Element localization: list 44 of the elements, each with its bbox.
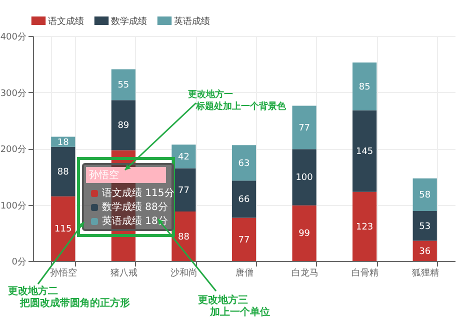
data-label: 66 (238, 195, 250, 206)
x-tick-label: 沙和尚 (170, 268, 198, 278)
data-label: 58 (419, 190, 431, 201)
text: 更改地方二 (8, 284, 58, 298)
data-label: 77 (238, 235, 250, 246)
y-tick-label: 0分 (12, 256, 26, 268)
y-tick-label: 400分 (0, 32, 26, 42)
data-label: 63 (238, 158, 250, 169)
data-label: 99 (298, 229, 310, 240)
y-tick-label: 200分 (0, 144, 26, 155)
x-tick-label: 白龙马 (291, 268, 318, 278)
data-label: 42 (178, 152, 190, 162)
annotation: 语文成绩 115分 (102, 186, 174, 200)
x-tick-label: 唐僧 (236, 268, 254, 278)
y-tick-label: 100分 (0, 200, 26, 212)
data-label: 18 (57, 138, 70, 148)
data-label: 77 (178, 186, 190, 196)
data-label: 77 (298, 123, 310, 134)
legend-label: 英语成绩 (174, 16, 210, 27)
data-label: 88 (57, 168, 70, 178)
data-label: 53 (419, 222, 431, 232)
data-label: 55 (118, 80, 130, 91)
x-tick-label: 狐狸精 (412, 268, 439, 278)
data-label: 100 (296, 173, 314, 184)
text: 把圆改成带圆角的正方形 (20, 296, 130, 310)
x-tick-label: 猪八戒 (110, 268, 138, 278)
x-tick-label: 白骨精 (352, 268, 379, 278)
annotation: 数学成绩 88分 (102, 200, 168, 214)
legend-label: 数学成绩 (111, 16, 147, 27)
data-label: 85 (358, 82, 370, 92)
data-label: 36 (419, 246, 431, 257)
data-label: 145 (356, 147, 374, 158)
data-label: 123 (356, 222, 374, 232)
text: 加上一个单位 (210, 306, 270, 319)
text: 更改地方三 (198, 293, 248, 306)
data-label: 88 (178, 232, 190, 242)
legend-label: 语文成绩 (48, 16, 84, 27)
annotation: 标题处加上一个背景色 (196, 100, 286, 113)
tooltip-header: 孙悟空 (86, 167, 166, 183)
data-label: 115 (54, 224, 72, 235)
annotation: 更改地方一 (188, 88, 233, 101)
y-tick-label: 300分 (0, 88, 26, 99)
x-tick-label: 孙悟空 (50, 268, 78, 278)
data-label: 89 (118, 121, 130, 132)
